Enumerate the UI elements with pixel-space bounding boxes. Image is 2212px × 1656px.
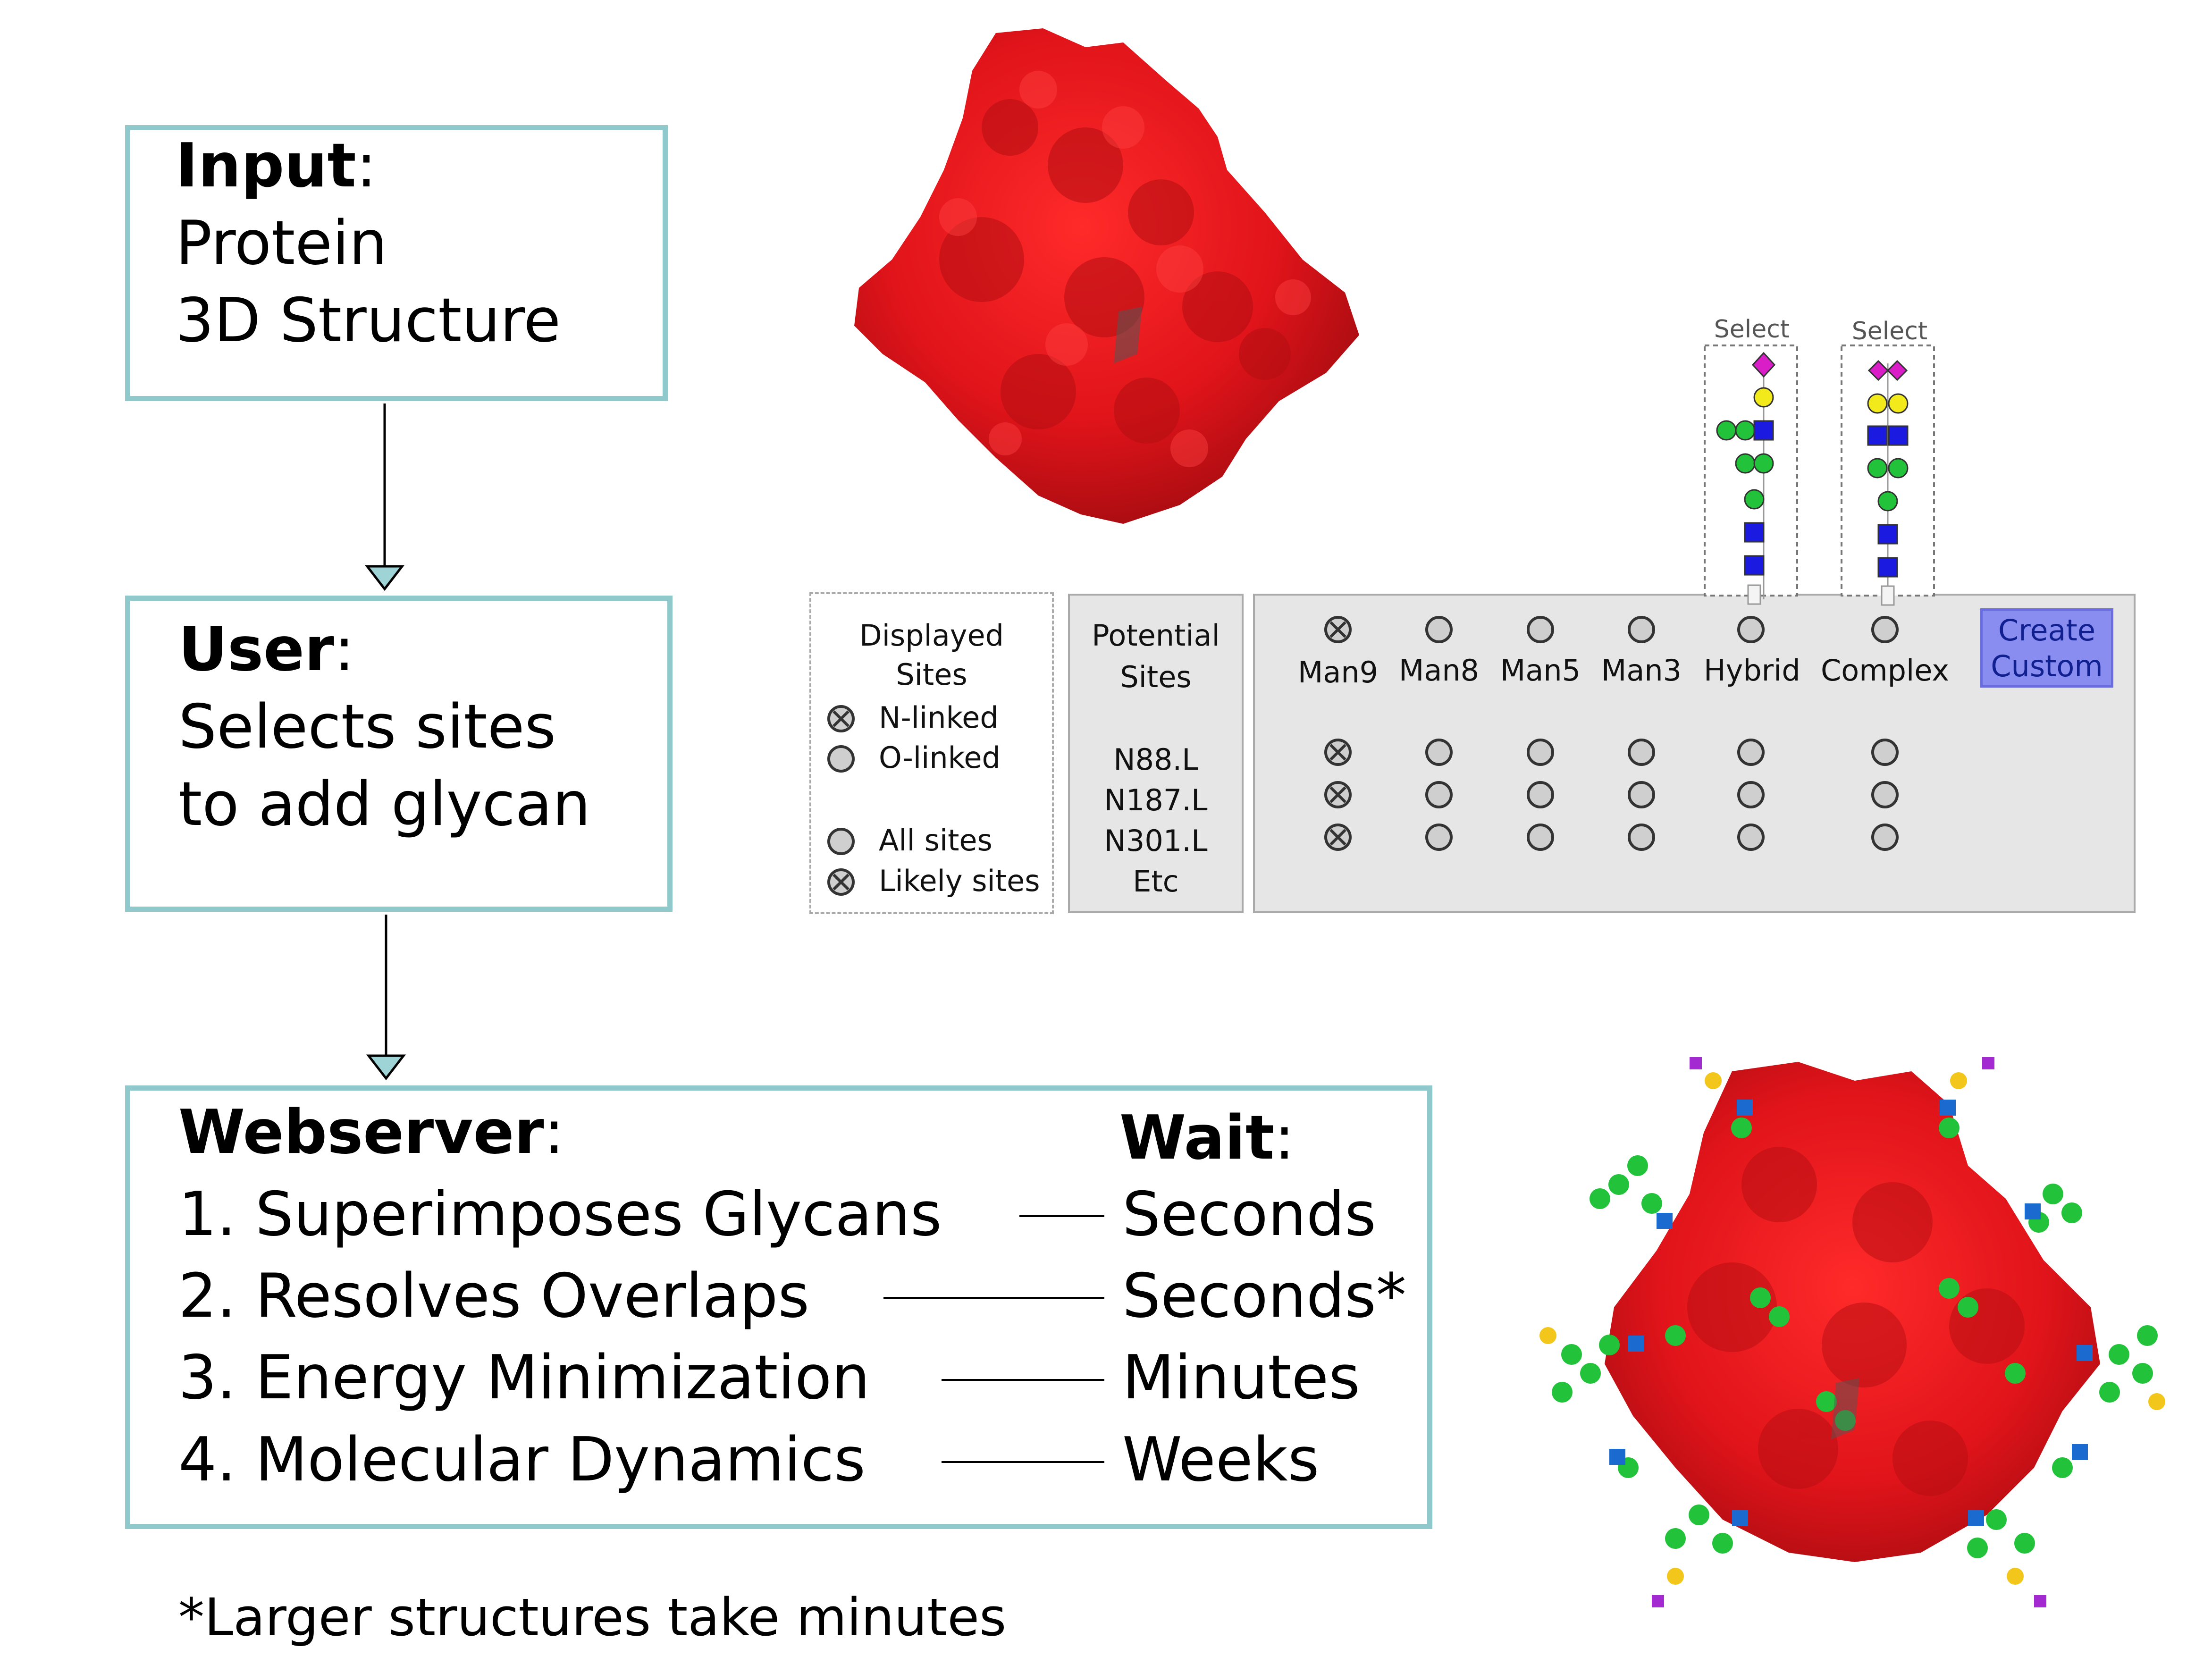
step-4: 4. Molecular Dynamics <box>178 1425 866 1495</box>
select-label-hybrid: Select <box>1714 315 1790 344</box>
glycan-preview-complex[interactable] <box>1841 345 1935 614</box>
site-etc: Etc <box>1133 864 1179 899</box>
input-box <box>125 125 668 401</box>
wait-label: Wait <box>1119 1103 1275 1173</box>
create-custom-button[interactable]: Create Custom <box>1980 608 2113 688</box>
glycan-preview-hybrid[interactable] <box>1704 345 1798 614</box>
protein-structure-image <box>854 28 1359 524</box>
site-n88: N88.L <box>1113 742 1198 777</box>
grid-radio-n301-hybrid[interactable] <box>1737 824 1765 851</box>
step-1: 1. Superimposes Glycans <box>178 1179 942 1250</box>
grid-radio-n187-man9[interactable] <box>1324 781 1352 808</box>
footnote: *Larger structures take minutes <box>178 1587 1007 1648</box>
grid-radio-n187-man5[interactable] <box>1527 781 1554 808</box>
potential-sites-title-2: Sites <box>1120 660 1192 694</box>
man3-label: Man3 <box>1601 653 1682 688</box>
step-2-time: Seconds* <box>1122 1261 1406 1331</box>
n-linked-radio[interactable] <box>827 705 855 732</box>
arrow-head-1 <box>364 565 405 591</box>
grid-radio-n88-man3[interactable] <box>1628 739 1655 766</box>
man5-header-radio[interactable] <box>1527 616 1554 643</box>
man9-label: Man9 <box>1297 655 1379 689</box>
grid-radio-n88-man5[interactable] <box>1527 739 1554 766</box>
grid-radio-n301-man9[interactable] <box>1324 824 1352 851</box>
site-n187: N187.L <box>1104 783 1208 817</box>
grid-radio-n301-man8[interactable] <box>1425 824 1453 851</box>
wait-heading: Wait: <box>1119 1103 1295 1173</box>
complex-header-radio[interactable] <box>1871 616 1899 643</box>
all-sites-label: All sites <box>879 823 992 857</box>
grid-radio-n88-complex[interactable] <box>1871 739 1899 766</box>
hybrid-label: Hybrid <box>1704 653 1800 688</box>
select-label-complex: Select <box>1851 317 1928 345</box>
man9-header-radio[interactable] <box>1324 616 1352 643</box>
webserver-label: Webserver <box>178 1097 544 1168</box>
grid-radio-n88-man9[interactable] <box>1324 739 1352 766</box>
displayed-sites-title-2: Sites <box>896 657 967 692</box>
glycosylated-protein-image <box>1539 1057 2165 1607</box>
n-linked-label: N-linked <box>879 700 999 735</box>
user-text: User: Selects sites to add glycan <box>178 611 590 843</box>
user-label: User <box>178 614 335 685</box>
grid-radio-n301-man3[interactable] <box>1628 824 1655 851</box>
input-line2: 3D Structure <box>176 286 561 356</box>
input-text: Input: Protein 3D Structure <box>176 127 561 360</box>
user-line1: Selects sites <box>178 692 556 762</box>
potential-sites-panel <box>1068 594 1244 913</box>
grid-radio-n187-man3[interactable] <box>1628 781 1655 808</box>
user-box <box>125 596 673 912</box>
webserver-box <box>125 1085 1432 1529</box>
create-custom-line2: Custom <box>1991 649 2103 683</box>
grid-radio-n187-complex[interactable] <box>1871 781 1899 808</box>
grid-radio-n88-hybrid[interactable] <box>1737 739 1765 766</box>
complex-label: Complex <box>1821 653 1949 688</box>
input-label: Input <box>176 131 356 201</box>
hybrid-header-radio[interactable] <box>1737 616 1765 643</box>
man5-label: Man5 <box>1500 653 1581 688</box>
step-4-time: Weeks <box>1122 1425 1320 1495</box>
likely-sites-label: Likely sites <box>879 864 1040 898</box>
input-line1: Protein <box>176 208 387 278</box>
step-3-time: Minutes <box>1122 1343 1360 1413</box>
man3-header-radio[interactable] <box>1628 616 1655 643</box>
step-3: 3. Energy Minimization <box>178 1343 870 1413</box>
man8-header-radio[interactable] <box>1425 616 1453 643</box>
likely-sites-radio[interactable] <box>827 868 855 896</box>
step-1-time: Seconds <box>1122 1179 1376 1250</box>
man8-label: Man8 <box>1398 653 1480 688</box>
arrow-head-2 <box>366 1054 406 1081</box>
step-2: 2. Resolves Overlaps <box>178 1261 809 1331</box>
grid-radio-n301-man5[interactable] <box>1527 824 1554 851</box>
grid-radio-n88-man8[interactable] <box>1425 739 1453 766</box>
create-custom-line1: Create <box>1998 613 2095 647</box>
grid-radio-n187-man8[interactable] <box>1425 781 1453 808</box>
grid-radio-n301-complex[interactable] <box>1871 824 1899 851</box>
site-n301: N301.L <box>1104 824 1208 858</box>
grid-radio-n187-hybrid[interactable] <box>1737 781 1765 808</box>
potential-sites-title-1: Potential <box>1092 618 1220 653</box>
o-linked-label: O-linked <box>879 740 1001 775</box>
all-sites-radio[interactable] <box>827 828 855 855</box>
o-linked-radio[interactable] <box>827 745 855 773</box>
webserver-heading: Webserver: <box>178 1097 564 1168</box>
displayed-sites-title-1: Displayed <box>859 618 1004 653</box>
user-line2: to add glycan <box>178 769 591 840</box>
